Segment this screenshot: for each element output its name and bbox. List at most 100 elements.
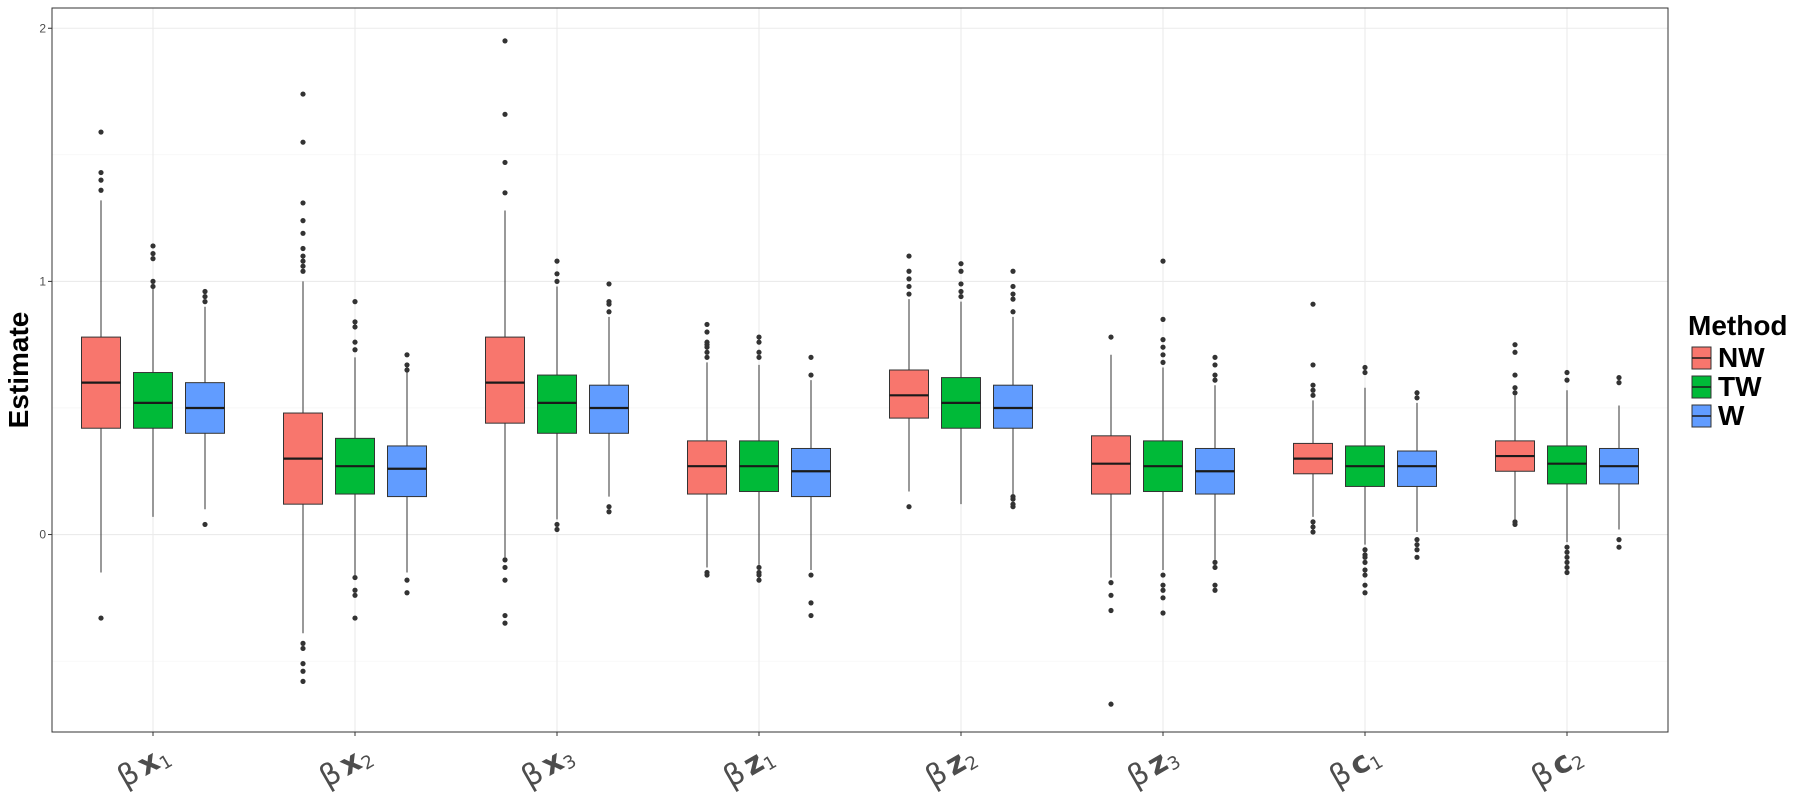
outlier-point: [1108, 592, 1114, 598]
outlier-point: [1010, 309, 1016, 315]
outlier-point: [1108, 607, 1114, 614]
outlier-point: [1310, 519, 1316, 525]
outlier-point: [300, 139, 306, 145]
outlier-point: [202, 299, 208, 305]
outlier-point: [554, 526, 560, 533]
outlier-point: [906, 276, 912, 282]
outlier-point: [906, 268, 912, 274]
box-iqr: [687, 440, 727, 495]
x-category-label: βx3: [516, 738, 581, 796]
outlier-point: [958, 293, 964, 300]
box-nw-5: [889, 253, 929, 510]
outlier-point: [1362, 572, 1368, 578]
legend-item-w: W: [1691, 400, 1745, 431]
outlier-point: [150, 243, 156, 249]
outlier-point: [352, 299, 358, 305]
outlier-point: [404, 352, 410, 358]
box-w-8: [1599, 374, 1639, 550]
box-w-3: [589, 281, 629, 515]
outlier-point: [300, 218, 306, 224]
box-nw-1: [81, 129, 121, 621]
outlier-point: [98, 169, 104, 176]
outlier-point: [1414, 390, 1420, 396]
outlier-point: [502, 190, 508, 196]
y-tick-label: 2: [39, 21, 46, 35]
outlier-point: [352, 592, 358, 598]
box-nw-3: [485, 38, 525, 626]
outlier-point: [704, 339, 710, 345]
outlier-point: [404, 362, 410, 368]
outlier-point: [1512, 519, 1518, 525]
box-w-7: [1397, 390, 1437, 560]
outlier-point: [1362, 547, 1368, 553]
outlier-point: [1616, 374, 1622, 381]
outlier-point: [1310, 301, 1316, 307]
box-series: [81, 38, 1639, 707]
outlier-point: [502, 620, 508, 626]
outlier-point: [300, 668, 306, 674]
outlier-point: [1362, 582, 1368, 588]
outlier-point: [808, 612, 814, 619]
outlier-point: [1362, 369, 1368, 376]
box-iqr: [589, 384, 629, 434]
box-iqr: [133, 372, 173, 429]
box-tw-5: [941, 261, 981, 505]
y-axis-title: Estimate: [3, 312, 34, 429]
outlier-point: [202, 288, 208, 295]
outlier-point: [1512, 349, 1518, 355]
outlier-point: [502, 159, 508, 166]
outlier-point: [1414, 395, 1420, 401]
box-iqr: [791, 447, 831, 498]
outlier-point: [606, 299, 612, 305]
outlier-point: [202, 293, 208, 300]
box-tw-7: [1345, 364, 1385, 596]
outlier-point: [958, 268, 964, 274]
outlier-point: [1160, 572, 1166, 578]
legend-item-tw: TW: [1691, 371, 1762, 402]
box-w-4: [791, 354, 831, 619]
legend-label: NW: [1718, 342, 1765, 373]
outlier-point: [1564, 377, 1570, 383]
outlier-point: [1010, 501, 1016, 507]
outlier-point: [1212, 377, 1218, 383]
outlier-point: [1160, 610, 1166, 616]
outlier-point: [606, 281, 612, 287]
outlier-point: [1362, 559, 1368, 565]
outlier-point: [1108, 334, 1114, 340]
box-tw-4: [739, 334, 779, 583]
outlier-point: [502, 38, 508, 44]
outlier-point: [756, 334, 762, 340]
box-iqr: [1397, 450, 1437, 487]
box-iqr: [485, 336, 525, 424]
outlier-point: [958, 281, 964, 287]
outlier-point: [1212, 587, 1218, 593]
outlier-point: [1212, 372, 1218, 378]
legend-item-nw: NW: [1691, 342, 1765, 373]
outlier-point: [352, 319, 358, 325]
outlier-point: [502, 564, 508, 571]
outlier-point: [1160, 352, 1166, 358]
outlier-point: [554, 521, 560, 528]
outlier-point: [352, 587, 358, 593]
outlier-point: [606, 509, 612, 515]
outlier-point: [1160, 258, 1166, 264]
outlier-point: [1512, 372, 1518, 378]
box-iqr: [1547, 445, 1587, 485]
outlier-point: [958, 288, 964, 295]
outlier-point: [1310, 529, 1316, 535]
outlier-point: [1212, 362, 1218, 368]
outlier-point: [1010, 283, 1016, 290]
box-tw-6: [1143, 258, 1183, 616]
outlier-point: [958, 261, 964, 267]
box-tw-1: [133, 243, 173, 517]
box-iqr: [1091, 435, 1131, 495]
outlier-point: [1512, 385, 1518, 391]
outlier-point: [808, 354, 814, 360]
outlier-point: [300, 200, 306, 206]
outlier-point: [404, 577, 410, 583]
outlier-point: [1564, 544, 1570, 550]
outlier-point: [906, 291, 912, 297]
outlier-point: [150, 278, 156, 284]
outlier-point: [554, 258, 560, 264]
